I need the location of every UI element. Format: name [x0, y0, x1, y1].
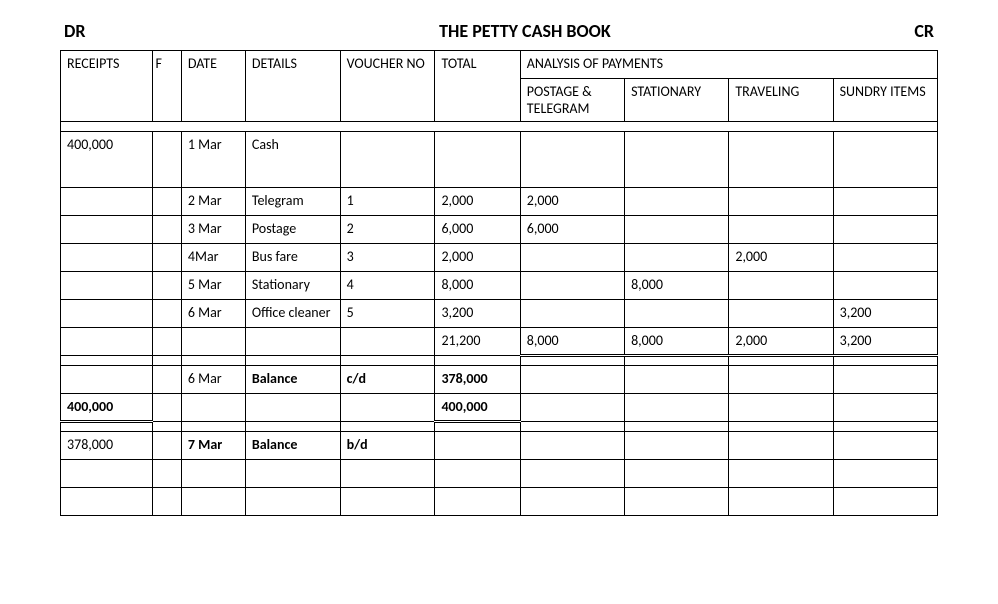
- totals-row: 21,200 8,000 8,000 2,000 3,200: [61, 328, 938, 356]
- col-details: DETAILS: [245, 51, 340, 122]
- cell-postage: [520, 132, 624, 188]
- col-f: F: [153, 51, 181, 122]
- cr-label: CR: [914, 20, 934, 42]
- header-row-1: RECEIPTS F DATE DETAILS VOUCHER NO TOTAL…: [61, 51, 938, 79]
- cell-stationary: [625, 132, 729, 188]
- balance-cd-row: 6 Mar Balance c/d 378,000: [61, 366, 938, 394]
- empty-row: [61, 488, 938, 516]
- cell-f: [153, 132, 181, 188]
- cell-details: Cash: [245, 132, 340, 188]
- col-analysis: ANALYSIS OF PAYMENTS: [520, 51, 937, 79]
- petty-cash-table: RECEIPTS F DATE DETAILS VOUCHER NO TOTAL…: [60, 50, 938, 516]
- col-postage: POSTAGE & TELEGRAM: [520, 79, 624, 122]
- col-traveling: TRAVELING: [729, 79, 833, 122]
- grand-total-row: 400,000 400,000: [61, 394, 938, 422]
- cell-voucher: [340, 132, 435, 188]
- dr-label: DR: [64, 20, 85, 42]
- page-header: DR THE PETTY CASH BOOK CR: [60, 20, 938, 42]
- col-sundry: SUNDRY ITEMS: [833, 79, 937, 122]
- table-row: 5 Mar Stationary 4 8,000 8,000: [61, 272, 938, 300]
- balance-bd-row: 378,000 7 Mar Balance b/d: [61, 432, 938, 460]
- spacer: [61, 356, 938, 366]
- table-row: 6 Mar Office cleaner 5 3,200 3,200: [61, 300, 938, 328]
- cell-sundry: [833, 132, 937, 188]
- col-receipts: RECEIPTS: [61, 51, 153, 122]
- spacer: [61, 122, 938, 132]
- table-row: 3 Mar Postage 2 6,000 6,000: [61, 216, 938, 244]
- cell-receipts: 400,000: [61, 132, 153, 188]
- col-stationary: STATIONARY: [625, 79, 729, 122]
- table-row: 2 Mar Telegram 1 2,000 2,000: [61, 188, 938, 216]
- cell-date: 1 Mar: [181, 132, 245, 188]
- table-row: 400,000 1 Mar Cash: [61, 132, 938, 188]
- cell-total: [435, 132, 520, 188]
- col-date: DATE: [181, 51, 245, 122]
- empty-row: [61, 460, 938, 488]
- col-voucher: VOUCHER NO: [340, 51, 435, 122]
- spacer: [61, 422, 938, 432]
- cell-traveling: [729, 132, 833, 188]
- col-total: TOTAL: [435, 51, 520, 122]
- table-row: 4Mar Bus fare 3 2,000 2,000: [61, 244, 938, 272]
- page-title: THE PETTY CASH BOOK: [135, 20, 914, 42]
